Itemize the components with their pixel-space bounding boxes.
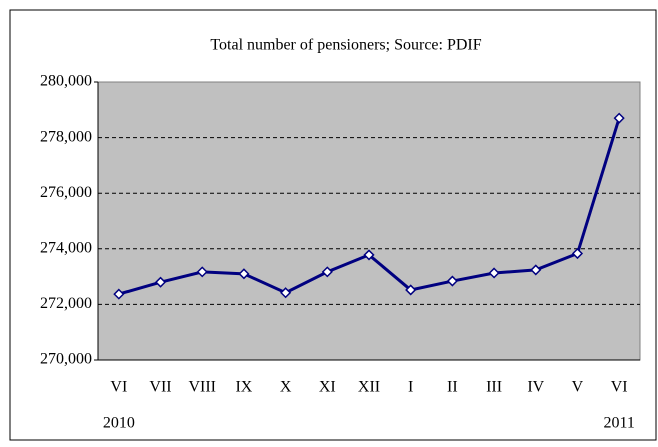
data-point: [405, 284, 417, 296]
x-tick-label: IX: [235, 379, 252, 396]
data-point: [280, 287, 292, 299]
data-point: [488, 267, 500, 279]
x-tick-label: VIII: [188, 379, 216, 396]
data-point: [363, 249, 375, 261]
x-tick-label: VI: [110, 379, 127, 396]
x-tick-label: IV: [527, 379, 544, 396]
x-tick-label: I: [408, 379, 413, 396]
data-point: [530, 264, 542, 276]
y-tick-label: 270,000: [40, 351, 92, 368]
plot-area: [97, 81, 641, 361]
x-tick-label: XII: [358, 379, 380, 396]
x-tick-label: V: [572, 379, 584, 396]
y-tick-label: 274,000: [40, 239, 92, 256]
data-point: [613, 112, 625, 124]
data-point: [321, 266, 333, 278]
data-point: [446, 275, 458, 287]
x-tick-label: III: [486, 379, 502, 396]
x-tick-label: VII: [149, 379, 171, 396]
y-tick-label: 280,000: [40, 73, 92, 90]
x-year-label: 2010: [103, 415, 135, 432]
data-point: [571, 247, 584, 260]
x-year-label: 2011: [603, 415, 634, 432]
x-tick-label: X: [280, 379, 292, 396]
y-tick-label: 276,000: [40, 184, 92, 201]
data-point: [238, 268, 250, 280]
data-point: [113, 288, 125, 300]
y-tick-label: 278,000: [40, 128, 92, 145]
data-point: [154, 276, 167, 288]
y-tick-label: 272,000: [40, 295, 92, 312]
chart-title: Total number of pensioners; Source: PDIF: [210, 37, 481, 54]
x-tick-label: VI: [611, 379, 628, 396]
x-tick-label: II: [447, 379, 458, 396]
x-tick-label: XI: [319, 379, 336, 396]
data-point: [196, 266, 208, 278]
